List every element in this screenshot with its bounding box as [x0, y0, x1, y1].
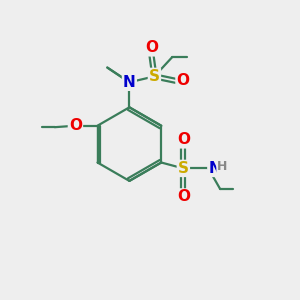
Text: H: H [217, 160, 228, 172]
Text: O: O [145, 40, 158, 55]
Text: S: S [149, 69, 160, 84]
Text: N: N [208, 161, 221, 176]
Text: O: O [177, 190, 190, 205]
Text: O: O [177, 132, 190, 147]
Text: O: O [69, 118, 82, 133]
Text: S: S [178, 161, 189, 176]
Text: O: O [176, 73, 190, 88]
Text: N: N [123, 75, 136, 90]
